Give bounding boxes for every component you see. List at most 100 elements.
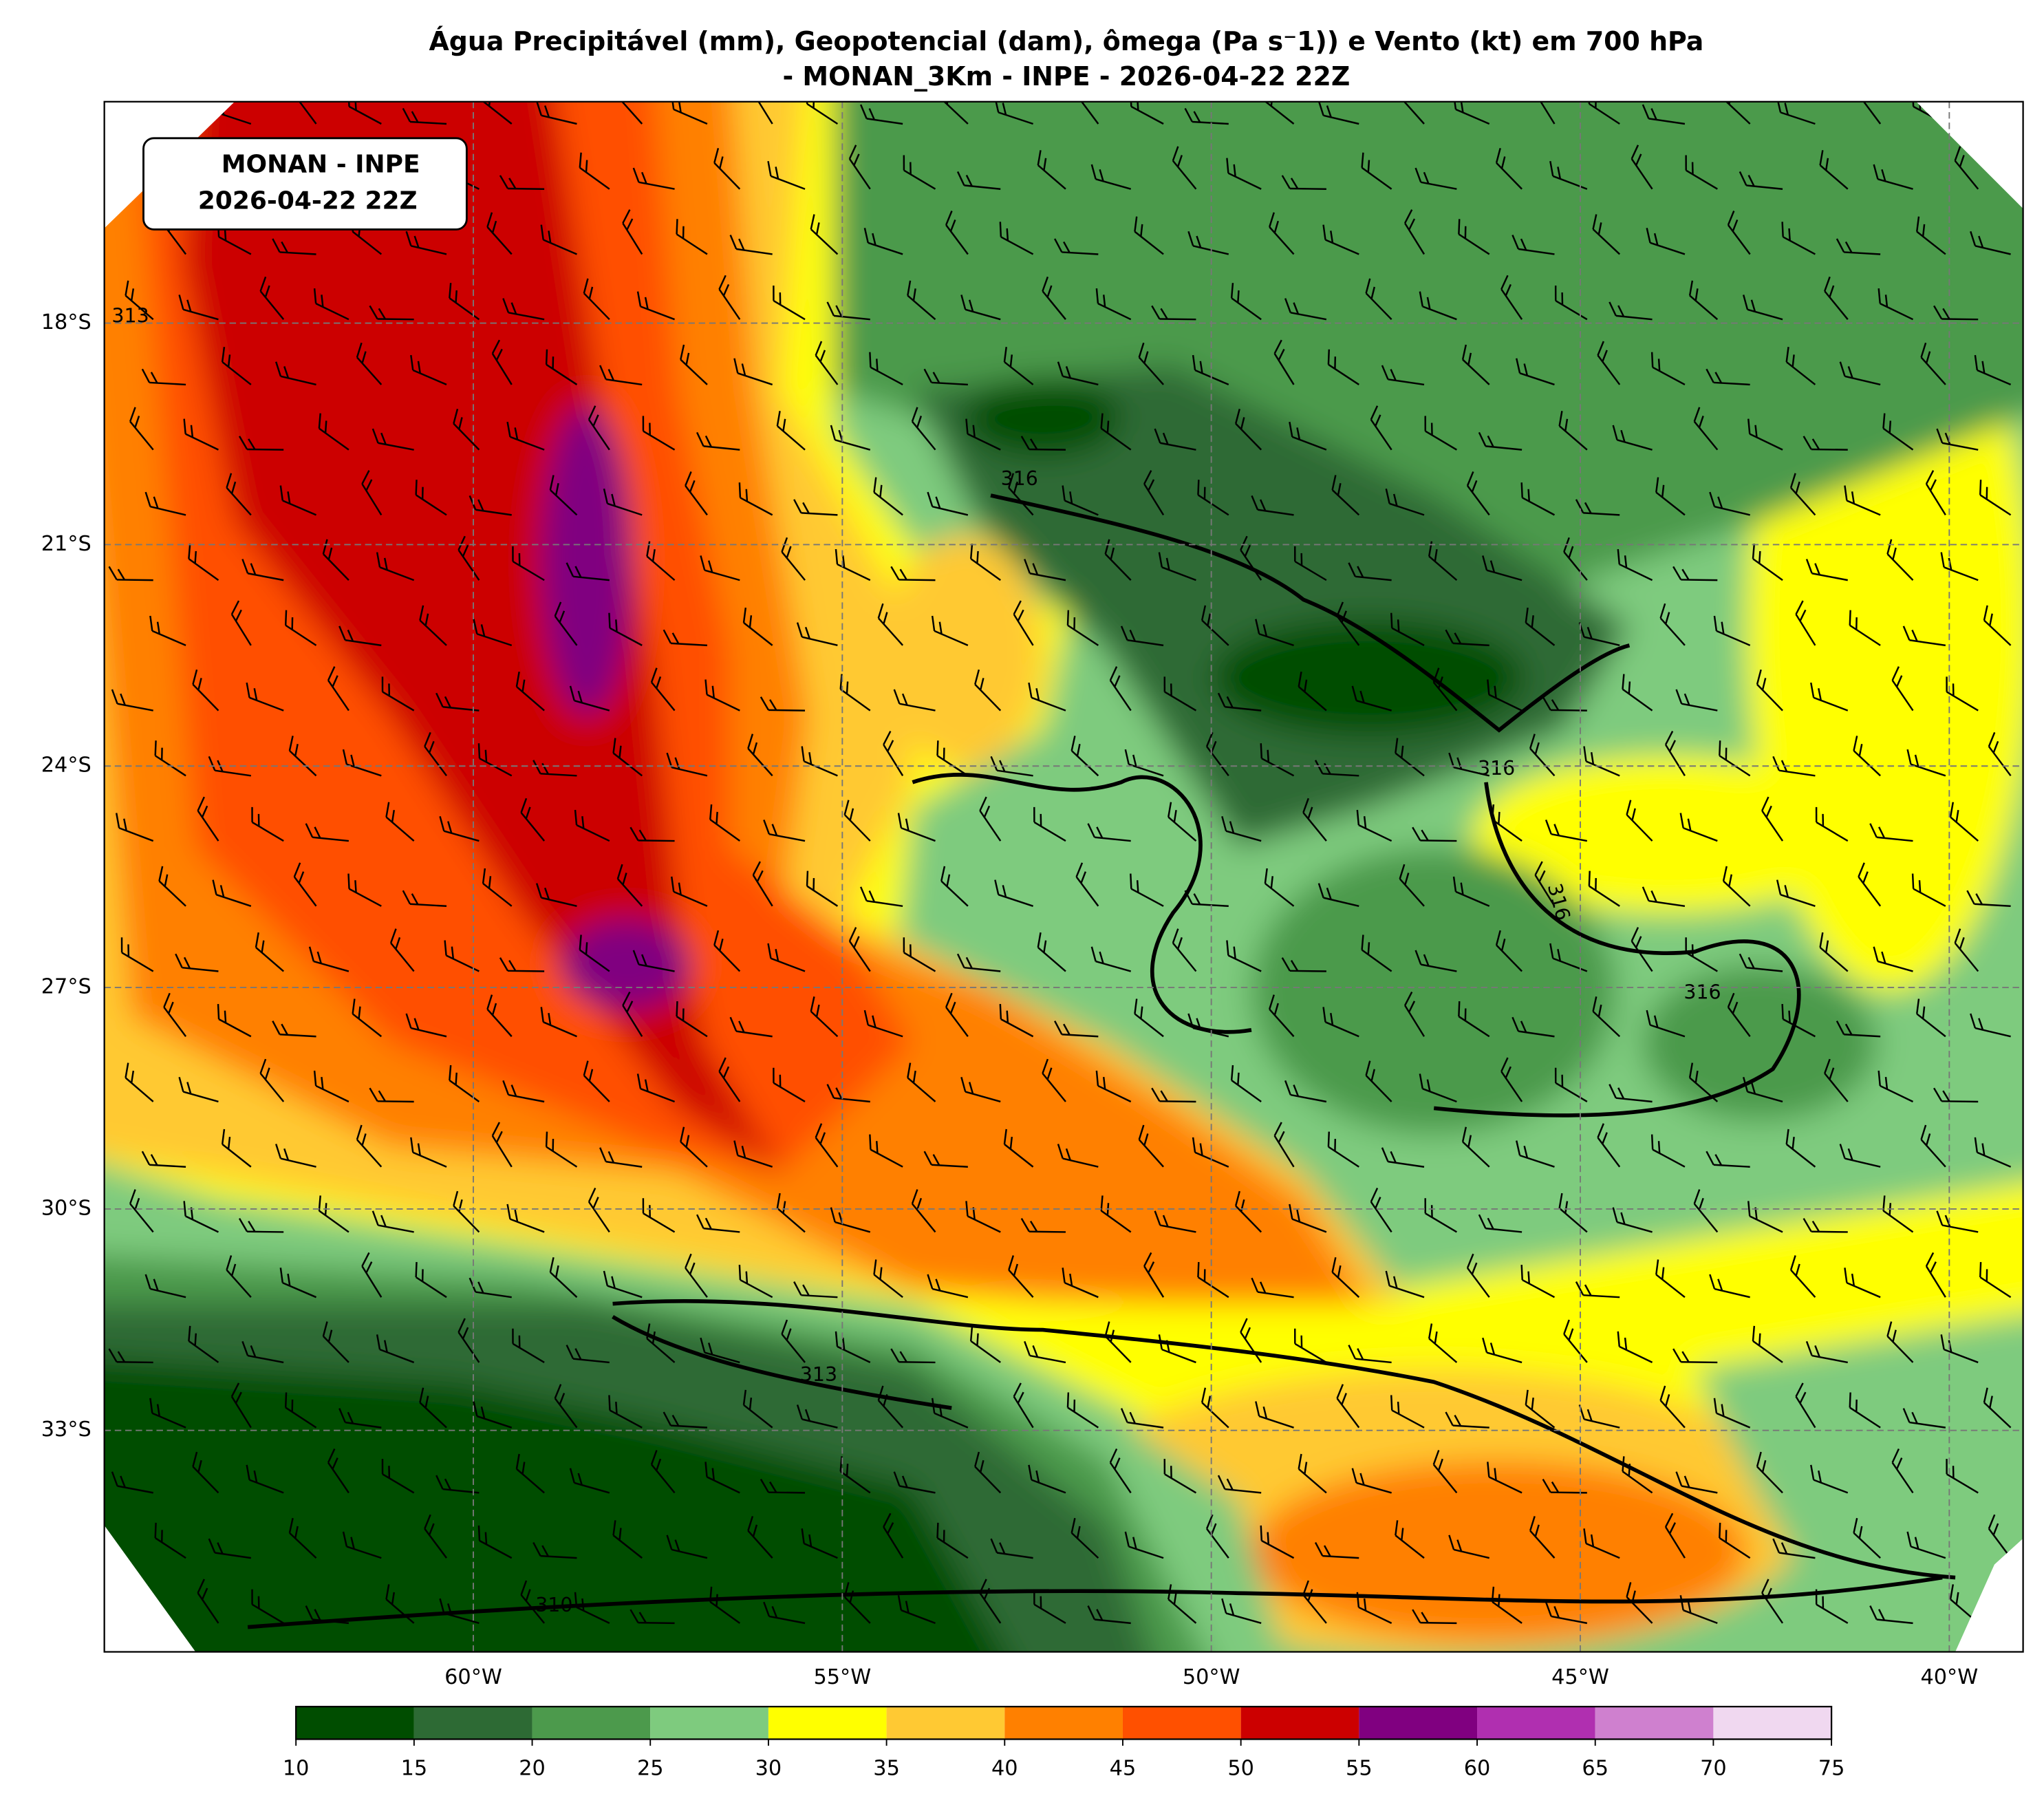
barb-shaft	[1290, 1093, 1327, 1103]
barb-flag	[1988, 1514, 1996, 1530]
wind-barb	[752, 101, 773, 125]
barb-flag	[1597, 1004, 1602, 1017]
barb-flag	[1196, 235, 1202, 248]
barb-shaft	[1977, 369, 2012, 386]
barb-flag	[160, 747, 163, 760]
barb-shaft	[718, 1071, 741, 1102]
wind-barb	[1255, 1401, 1294, 1429]
barb-shaft	[1458, 1016, 1490, 1038]
barb-flag	[291, 617, 294, 630]
barb-flag	[1495, 930, 1501, 945]
barb-flag	[719, 939, 724, 951]
wind-barb	[275, 1144, 316, 1168]
barb-shaft	[415, 494, 447, 516]
barb-flag	[1013, 1382, 1022, 1398]
barb-flag	[1946, 1459, 1948, 1475]
barb-flag	[1750, 299, 1756, 312]
barb-flag	[1575, 499, 1584, 513]
barb-flag	[1642, 104, 1650, 119]
wind-barb	[612, 738, 643, 777]
wind-barb	[1612, 425, 1653, 451]
wind-barb	[1361, 934, 1392, 972]
field-region	[560, 919, 691, 1011]
barb-flag	[583, 1060, 589, 1076]
wind-barb	[1289, 1204, 1327, 1233]
barb-flag	[1609, 301, 1617, 317]
barb-flag	[1109, 666, 1118, 681]
barb-flag	[1230, 1065, 1234, 1081]
barb-flag	[711, 1468, 715, 1481]
barb-flag	[1293, 302, 1300, 314]
barb-flag	[1428, 1323, 1433, 1339]
barb-flag	[1756, 669, 1762, 685]
wind-barb	[1273, 1122, 1295, 1168]
barb-flag	[1176, 937, 1183, 950]
wind-barb	[381, 676, 415, 712]
barb-shaft	[940, 880, 969, 907]
barb-flag	[815, 341, 823, 356]
wind-barb	[1575, 499, 1620, 516]
barb-flag	[1192, 354, 1196, 371]
barb-flag	[1104, 1321, 1110, 1337]
barb-flag	[520, 1580, 528, 1596]
wind-barb	[405, 231, 447, 255]
barb-flag	[1681, 568, 1690, 581]
wind-barb	[1815, 1589, 1849, 1624]
barb-flag	[1819, 150, 1824, 166]
field-region	[965, 378, 1121, 457]
barb-flag	[932, 372, 940, 384]
barb-shaft	[583, 292, 610, 321]
barb-flag	[946, 874, 951, 887]
barb-shaft	[247, 448, 284, 451]
barb-flag	[868, 890, 876, 903]
barb-flag	[612, 1520, 616, 1536]
barb-flag	[815, 222, 820, 235]
barb-flag	[644, 1079, 649, 1092]
barb-shaft	[1795, 1396, 1816, 1429]
barb-shaft	[1824, 1073, 1849, 1102]
barb-shaft	[149, 1164, 186, 1168]
barb-flag	[1348, 562, 1356, 577]
barb-shaft	[226, 1269, 252, 1298]
barb-flag	[1612, 425, 1618, 440]
barb-shaft	[996, 1552, 1033, 1559]
barb-shaft	[352, 1013, 383, 1038]
barb-shaft	[704, 569, 740, 581]
barb-flag	[1911, 630, 1918, 642]
barb-flag	[1545, 820, 1552, 835]
wind-barb	[569, 1468, 610, 1494]
barb-flag	[451, 946, 455, 959]
barb-flag	[178, 295, 184, 310]
barb-shaft	[1631, 940, 1653, 972]
barb-flag	[1978, 235, 1984, 248]
barb-flag	[1811, 1220, 1820, 1232]
barb-flag	[622, 991, 631, 1006]
barb-shaft	[815, 354, 839, 385]
barb-flag	[1296, 1209, 1301, 1222]
barb-flag	[835, 1087, 843, 1100]
barb-flag	[1464, 226, 1467, 239]
barb-shaft	[453, 1205, 480, 1233]
barb-shaft	[247, 1354, 284, 1364]
barb-flag	[642, 416, 645, 431]
barb-shaft	[1467, 485, 1490, 516]
barb-flag	[305, 823, 314, 838]
barb-flag	[779, 1074, 782, 1087]
wind-barb	[352, 998, 383, 1038]
field-region	[541, 404, 632, 718]
wind-barb	[188, 544, 219, 581]
barb-flag	[599, 365, 607, 380]
barb-flag	[890, 566, 900, 581]
barb-flag	[1664, 1394, 1670, 1407]
barb-flag	[685, 1135, 690, 1148]
colorbar-tick-label: 45	[1110, 1757, 1137, 1781]
wind-barb	[288, 1517, 317, 1559]
wind-barb	[1970, 231, 2011, 255]
barb-flag	[835, 548, 839, 565]
barb-flag	[248, 1220, 256, 1232]
barb-flag	[846, 1464, 849, 1477]
barb-flag	[1881, 169, 1886, 182]
barb-shaft	[1911, 1546, 1946, 1559]
wind-barb	[1234, 408, 1262, 451]
wind-barb	[907, 280, 936, 321]
